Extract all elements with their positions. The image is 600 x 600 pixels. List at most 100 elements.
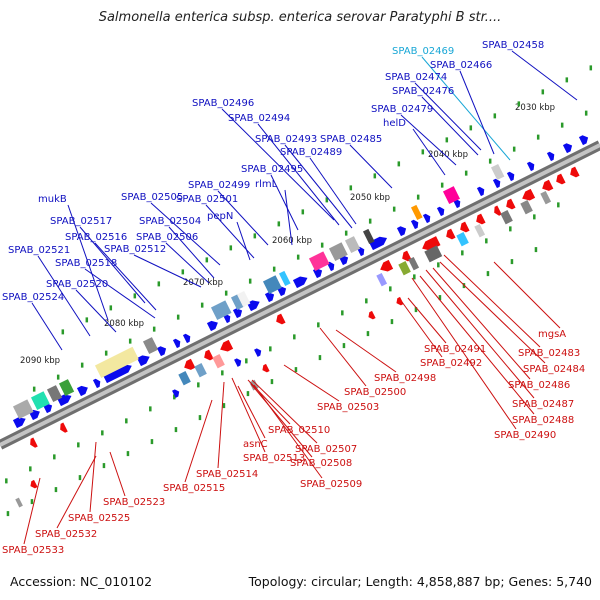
forward-gene[interactable] (76, 384, 90, 397)
forward-gene-label[interactable]: SPAB_02506 (136, 232, 198, 243)
reverse-gene-label[interactable]: SPAB_02488 (512, 415, 574, 426)
forward-gene[interactable] (506, 170, 516, 182)
forward-gene[interactable] (292, 274, 310, 289)
reverse-gene[interactable] (458, 221, 470, 235)
forward-gene-label[interactable]: SPAB_02518 (55, 258, 117, 269)
forward-gene[interactable] (396, 225, 408, 237)
reverse-gene-label[interactable]: SPAB_02508 (290, 458, 352, 469)
reverse-gene-label[interactable]: SPAB_02533 (2, 545, 64, 556)
forward-gene-label[interactable]: SPAB_02476 (392, 86, 454, 97)
forward-gene[interactable] (136, 353, 152, 367)
reverse-gene-label[interactable]: SPAB_02498 (374, 373, 436, 384)
forward-gene-label[interactable]: SPAB_02520 (46, 279, 108, 290)
reverse-gene-label[interactable]: SPAB_02483 (518, 348, 580, 359)
forward-gene-label[interactable]: SPAB_02501 (176, 194, 238, 205)
forward-gene-label[interactable]: SPAB_02524 (2, 292, 64, 303)
reverse-gene-label[interactable]: SPAB_02492 (420, 358, 482, 369)
forward-gene-label[interactable]: SPAB_02521 (8, 245, 70, 256)
forward-gene-label[interactable]: SPAB_02499 (188, 180, 250, 191)
forward-gene[interactable] (172, 388, 181, 398)
reverse-gene-label[interactable]: SPAB_02500 (344, 387, 406, 398)
reverse-gene-label[interactable]: SPAB_02486 (508, 380, 570, 391)
forward-gene-label[interactable]: SPAB_02496 (192, 98, 254, 109)
reverse-gene-label[interactable]: SPAB_02484 (523, 364, 585, 375)
reverse-gene[interactable] (378, 259, 394, 274)
reverse-gene[interactable] (58, 422, 68, 435)
forward-gene[interactable] (254, 347, 263, 357)
forward-gene[interactable] (234, 357, 243, 367)
reverse-gene-label[interactable]: SPAB_02510 (268, 425, 330, 436)
forward-gene-label[interactable]: SPAB_02479 (371, 104, 433, 115)
forward-gene-label[interactable]: SPAB_02512 (104, 244, 166, 255)
forward-gene[interactable] (476, 185, 486, 197)
forward-gene[interactable] (232, 307, 244, 319)
forward-gene[interactable] (422, 212, 432, 224)
forward-gene-label[interactable]: pepN (207, 211, 233, 222)
forward-gene[interactable] (526, 160, 536, 172)
forward-gene-label[interactable]: SPAB_02495 (241, 164, 303, 175)
forward-gene-label[interactable]: SPAB_02493 (255, 134, 317, 145)
reverse-gene[interactable] (554, 173, 566, 187)
reverse-gene[interactable] (395, 296, 404, 307)
forward-gene-label[interactable]: SPAB_02466 (430, 60, 492, 71)
reverse-gene[interactable] (520, 188, 536, 203)
reverse-gene-label[interactable]: SPAB_02503 (317, 402, 379, 413)
reverse-gene-label[interactable]: SPAB_02490 (494, 430, 556, 441)
forward-gene-label[interactable]: SPAB_02469 (392, 46, 454, 57)
reverse-gene-label[interactable]: SPAB_02491 (424, 344, 486, 355)
reverse-gene[interactable] (202, 349, 214, 363)
forward-gene[interactable] (578, 134, 590, 146)
forward-gene-label[interactable]: rlmL (255, 179, 278, 190)
reverse-gene[interactable] (474, 213, 486, 227)
forward-gene[interactable] (546, 150, 556, 162)
reverse-gene[interactable] (29, 479, 38, 490)
reverse-gene[interactable] (504, 198, 516, 212)
forward-gene[interactable] (156, 345, 168, 357)
reverse-gene-label[interactable]: SPAB_02509 (300, 479, 362, 490)
forward-gene[interactable] (492, 177, 502, 189)
forward-gene-label[interactable]: SPAB_02494 (228, 113, 290, 124)
reverse-gene-label[interactable]: SPAB_02487 (512, 399, 574, 410)
forward-gene-label[interactable]: SPAB_02485 (320, 134, 382, 145)
forward-gene-label[interactable]: SPAB_02489 (280, 147, 342, 158)
reverse-gene-label[interactable]: SPAB_02532 (35, 529, 97, 540)
forward-gene[interactable] (206, 319, 220, 332)
reverse-gene-label[interactable]: SPAB_02513 (243, 453, 305, 464)
forward-gene-label[interactable]: SPAB_02504 (139, 216, 201, 227)
reverse-gene[interactable] (540, 179, 554, 193)
forward-gene[interactable] (172, 337, 182, 349)
reverse-gene[interactable] (274, 313, 286, 327)
reverse-gene-label[interactable]: SPAB_02523 (103, 497, 165, 508)
forward-gene[interactable] (562, 142, 574, 154)
forward-gene-label[interactable]: SPAB_02505 (121, 192, 183, 203)
reverse-gene[interactable] (367, 310, 376, 321)
forward-gene-label[interactable]: SPAB_02474 (385, 72, 447, 83)
forward-gene[interactable] (12, 415, 28, 429)
forward-gene[interactable] (92, 377, 102, 389)
forward-gene-label[interactable]: SPAB_02516 (65, 232, 127, 243)
reverse-gene[interactable] (218, 339, 234, 354)
reverse-gene-label[interactable]: SPAB_02507 (295, 444, 357, 455)
forward-gene[interactable] (102, 362, 134, 384)
reverse-gene[interactable] (261, 363, 270, 374)
forward-gene-label[interactable]: mukB (38, 194, 67, 205)
reverse-gene-label[interactable]: SPAB_02514 (196, 469, 258, 480)
reverse-gene[interactable] (568, 166, 580, 180)
reverse-gene[interactable] (182, 358, 196, 372)
forward-gene-label[interactable]: SPAB_02517 (50, 216, 112, 227)
forward-gene-label[interactable]: helD (383, 118, 406, 129)
forward-gene[interactable] (436, 205, 446, 217)
reverse-gene-label[interactable]: asnC (243, 439, 268, 450)
reverse-gene[interactable] (28, 437, 38, 450)
reverse-gene[interactable] (492, 205, 502, 218)
reverse-gene-label[interactable]: mgsA (538, 329, 566, 340)
forward-gene[interactable] (264, 291, 276, 303)
reverse-gene[interactable] (444, 228, 456, 242)
forward-gene[interactable] (182, 332, 192, 344)
reverse-gene-label[interactable]: SPAB_02525 (68, 513, 130, 524)
reverse-gene-label[interactable]: SPAB_02515 (163, 483, 225, 494)
forward-gene-label[interactable]: SPAB_02458 (482, 40, 544, 51)
forward-gene[interactable] (246, 298, 262, 312)
forward-gene[interactable] (410, 218, 420, 230)
